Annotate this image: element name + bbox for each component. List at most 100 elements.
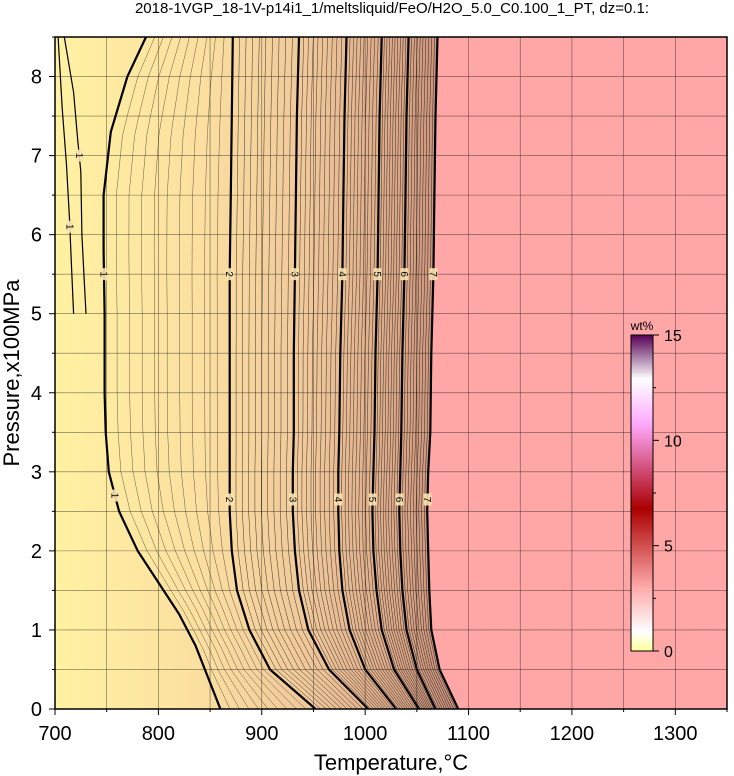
contour-label-bg	[75, 149, 84, 162]
x-tick-label: 900	[245, 723, 278, 745]
contour-label-bg	[225, 268, 234, 281]
x-tick-label: 1300	[653, 723, 698, 745]
y-tick-label: 1	[31, 620, 42, 642]
minor-contour-line	[333, 37, 394, 709]
minor-contour-line	[301, 37, 374, 709]
x-axis: 700 800 900 1000 1100 1200 1300	[38, 709, 728, 745]
minor-contour-line	[116, 37, 231, 709]
minor-contour-line	[368, 37, 417, 709]
contour-label-bg	[290, 268, 299, 281]
minor-contour-line	[341, 37, 399, 709]
x-tick-label: 1100	[447, 723, 490, 745]
y-tick-label: 3	[31, 462, 42, 484]
colorbar-tick-label: 0	[664, 644, 673, 661]
minor-contour-line	[279, 37, 358, 709]
saturated-region	[427, 37, 727, 709]
colorbar-tick-label: 10	[664, 433, 682, 450]
minor-contour-line	[344, 37, 401, 709]
minor-contour-line	[248, 37, 332, 709]
contour-label: 4	[336, 271, 347, 277]
contour-line	[337, 37, 398, 709]
contour-label: 6	[398, 271, 409, 277]
minor-contour-line	[361, 37, 413, 709]
minor-contour-line	[141, 37, 250, 709]
x-tick-label: 700	[38, 723, 71, 745]
y-axis-label: Pressure,x100MPa	[0, 279, 24, 467]
minor-contour-line	[410, 37, 445, 709]
contour-label: 2	[223, 497, 234, 503]
minor-contour-line	[380, 37, 425, 709]
minor-contour-line	[328, 37, 391, 709]
minor-contour-line	[286, 37, 364, 709]
minor-contour-line	[324, 37, 388, 709]
y-tick-label: 5	[31, 304, 42, 326]
colorbar-gradient	[630, 334, 654, 652]
contour-label: 7	[421, 497, 432, 503]
contour-label: 5	[371, 271, 382, 277]
colorbar-tick-label: 15	[664, 328, 682, 345]
minor-contour-line	[242, 37, 327, 709]
minor-contour-line	[235, 37, 321, 709]
grid-lines	[55, 37, 727, 709]
contour-label-bg	[429, 268, 438, 281]
contour-line	[291, 37, 370, 709]
contour-label: 7	[427, 271, 438, 277]
minor-contour-line	[421, 37, 454, 709]
minor-contour-line	[404, 37, 441, 709]
plot-area: 1 1 1 1 2 2 3 3 4 4 5 5 6 6 7 7	[54, 36, 728, 710]
contour-label: 2	[223, 271, 234, 277]
minor-contour-line	[166, 37, 269, 709]
contour-label-bg	[288, 493, 297, 506]
minor-contour-line	[407, 37, 443, 709]
colorbar: wt% 0 5 10 15	[630, 319, 682, 661]
minor-contour-line	[424, 37, 457, 709]
fill-layer	[427, 37, 727, 709]
contour-line	[398, 37, 437, 709]
x-tick-label: 1200	[550, 723, 595, 745]
colorbar-unit: wt%	[630, 319, 654, 333]
contour-label: 6	[393, 497, 404, 503]
minor-contour-line	[216, 37, 307, 709]
minor-contour-line	[418, 37, 452, 709]
minor-contour-line	[396, 37, 435, 709]
thin-contour-lines	[116, 37, 457, 709]
minor-contour-line	[348, 37, 404, 709]
minor-contour-line	[204, 37, 297, 709]
minor-contour-line	[191, 37, 288, 709]
y-tick-label: 8	[31, 67, 42, 89]
contour-label: 3	[288, 271, 299, 277]
y-tick-label: 2	[31, 541, 42, 563]
minor-contour-line	[319, 37, 386, 709]
contour-label-bg	[99, 268, 108, 281]
minor-contour-line	[385, 37, 428, 709]
minor-contour-line	[390, 37, 431, 709]
minor-contour-line	[401, 37, 438, 709]
contour-line	[63, 37, 87, 314]
contour-label-bg	[395, 493, 404, 506]
contour-label: 4	[332, 497, 343, 503]
contour-label-bg	[334, 493, 343, 506]
contour-label: 5	[366, 497, 377, 503]
contour-line	[426, 37, 460, 709]
minor-contour-line	[254, 37, 337, 709]
x-tick-label: 800	[142, 723, 175, 745]
minor-contour-line	[128, 37, 240, 709]
minor-contour-line	[377, 37, 423, 709]
minor-contour-line	[273, 37, 353, 709]
contour-label: 1	[73, 153, 84, 159]
minor-contour-line	[315, 37, 383, 709]
y-tick-label: 4	[31, 383, 42, 405]
contour-labels: 1 1 1 1 2 2 3 3 4 4 5 5 6 6 7 7	[63, 149, 438, 506]
minor-contour-line	[365, 37, 415, 709]
contour-line	[57, 37, 75, 314]
contour-line	[228, 37, 317, 709]
contour-label-bg	[225, 493, 234, 506]
contour-label-bg	[400, 268, 409, 281]
x-tick-label: 1000	[343, 723, 388, 745]
minor-contour-line	[415, 37, 450, 709]
minor-contour-line	[179, 37, 278, 709]
contour-label: 1	[108, 493, 119, 499]
minor-contour-line	[297, 37, 372, 709]
contour-label-bg	[65, 220, 74, 233]
